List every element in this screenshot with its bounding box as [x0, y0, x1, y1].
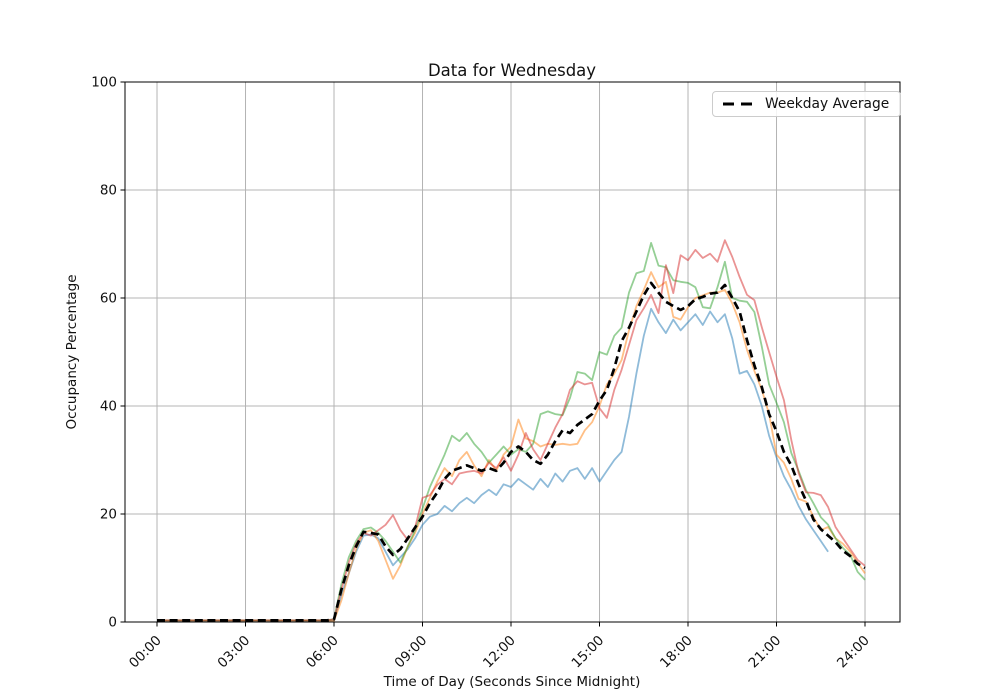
y-tick-label: 40	[100, 399, 117, 415]
legend: Weekday Average	[712, 91, 902, 117]
chart-title: Data for Wednesday	[427, 61, 597, 80]
y-axis-label: Occupancy Percentage	[64, 274, 80, 430]
x-tick-label: 21:00	[746, 633, 785, 672]
x-tick-label: 15:00	[569, 633, 608, 672]
plot-border	[124, 81, 901, 623]
y-tick-label: 80	[100, 183, 117, 199]
x-tick-label: 00:00	[126, 633, 165, 672]
x-tick-label: 18:00	[657, 633, 696, 672]
x-axis-label: Time of Day (Seconds Since Midnight)	[383, 674, 641, 690]
x-tick-label: 09:00	[392, 633, 431, 672]
x-tick-label: 03:00	[215, 633, 254, 672]
x-tick-label: 06:00	[303, 633, 342, 672]
y-tick-label: 100	[91, 75, 117, 91]
x-tick-label: 12:00	[480, 633, 519, 672]
y-tick-label: 20	[100, 507, 117, 523]
series-weekday-average	[157, 281, 866, 622]
y-tick-label: 60	[100, 291, 117, 307]
legend-label: Weekday Average	[765, 96, 890, 112]
x-tick-label: 24:00	[834, 633, 873, 672]
legend-dashed-line-sample	[723, 102, 755, 106]
y-tick-label: 0	[108, 615, 117, 631]
